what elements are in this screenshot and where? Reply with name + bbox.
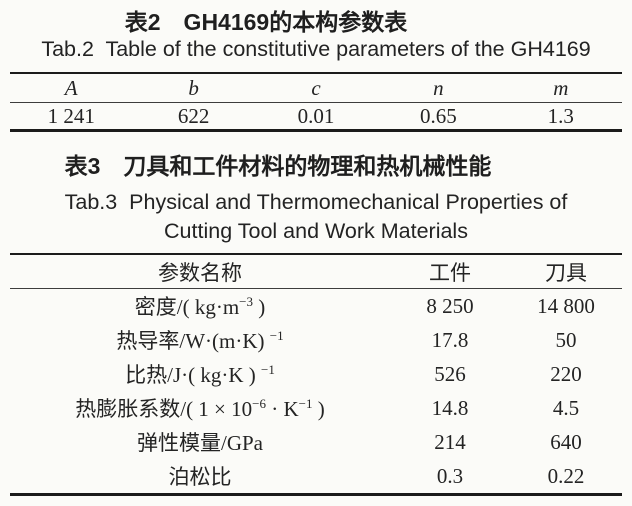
table3-row: 热导率/W·(m·K) −1 17.8 50 <box>10 323 622 357</box>
workpiece-value: 17.8 <box>431 327 469 352</box>
unit-exponent: −6 <box>252 396 266 411</box>
table3-row: 弹性模量/GPa 214 640 <box>10 425 622 459</box>
label-text: 密度/( kg·m <box>134 295 240 319</box>
label-text: 泊松比 <box>168 465 232 489</box>
table2-column-header: c <box>254 73 378 103</box>
table2-title-english: Tab.2 Table of the constitutive paramete… <box>41 37 591 61</box>
table3-title-chinese: 表3 刀具和工件材料的物理和热机械性能 <box>64 153 492 179</box>
label-text: ) <box>312 397 325 421</box>
label-text: 弹性模量/GPa <box>137 431 263 455</box>
table2-column-header: b <box>132 73 255 103</box>
table3-column-header: 刀具 <box>510 254 622 289</box>
table2-value-row: 1 241 622 0.01 0.65 1.3 <box>10 103 622 131</box>
workpiece-value: 526 <box>434 361 466 386</box>
table3-row: 比热/J·( kg·K ) −1 526 220 <box>10 357 622 391</box>
parameter-name: 弹性模量/GPa <box>10 425 390 459</box>
table2-title-chinese: 表2 GH4169的本构参数表 <box>124 9 408 35</box>
table3-title-english-line1: Tab.3 Physical and Thermomechanical Prop… <box>64 190 568 214</box>
table2-value: 1.3 <box>547 103 574 128</box>
table3-material-properties: 参数名称 工件 刀具 密度/( kg·m−3 ) 8 250 14 800 热导率/W·(… <box>10 253 622 496</box>
parameter-name: 密度/( kg·m−3 ) <box>10 289 390 324</box>
unit-exponent: −1 <box>261 362 275 377</box>
table2-column-header: A <box>10 73 133 103</box>
tool-value: 0.22 <box>547 463 585 488</box>
tool-value: 220 <box>550 361 582 386</box>
workpiece-value: 14.8 <box>431 395 469 420</box>
label-text: 热导率/W·(m·K) <box>116 329 270 353</box>
table3-column-header: 工件 <box>390 254 510 289</box>
table2-value: 0.01 <box>297 103 335 128</box>
unit-exponent: −1 <box>298 396 313 411</box>
parameter-name: 热膨胀系数/( 1 × 10−6 · K−1 ) <box>10 391 390 425</box>
label-text: · K <box>266 397 299 421</box>
table3-row: 热膨胀系数/( 1 × 10−6 · K−1 ) 14.8 4.5 <box>10 391 622 425</box>
tool-value: 14 800 <box>537 293 595 318</box>
table2-value: 622 <box>177 103 210 128</box>
table3-row: 泊松比 0.3 0.22 <box>10 459 622 495</box>
table2-column-header: n <box>377 73 500 103</box>
label-text: 热膨胀系数/( 1 × 10 <box>75 397 253 421</box>
tool-value: 640 <box>550 429 582 454</box>
table2-column-header: m <box>499 73 622 103</box>
tool-value: 50 <box>555 327 577 352</box>
table2-value: 0.65 <box>419 103 457 128</box>
unit-exponent: −1 <box>269 328 284 343</box>
tool-value: 4.5 <box>552 395 580 420</box>
label-text: ) <box>253 295 266 319</box>
workpiece-value: 0.3 <box>436 463 464 488</box>
table3-row: 密度/( kg·m−3 ) 8 250 14 800 <box>10 289 622 324</box>
table3-column-header: 参数名称 <box>10 254 390 289</box>
table3-header-row: 参数名称 工件 刀具 <box>10 254 622 289</box>
label-text: 比热/J·( kg·K ) <box>125 363 262 387</box>
table3-title-english-line2: Cutting Tool and Work Materials <box>164 219 468 243</box>
unit-exponent: −3 <box>239 294 253 309</box>
workpiece-value: 8 250 <box>426 293 474 318</box>
parameter-name: 热导率/W·(m·K) −1 <box>10 323 390 357</box>
table2-value: 1 241 <box>47 103 95 128</box>
workpiece-value: 214 <box>434 429 466 454</box>
parameter-name: 比热/J·( kg·K ) −1 <box>10 357 390 391</box>
parameter-name: 泊松比 <box>10 459 390 495</box>
